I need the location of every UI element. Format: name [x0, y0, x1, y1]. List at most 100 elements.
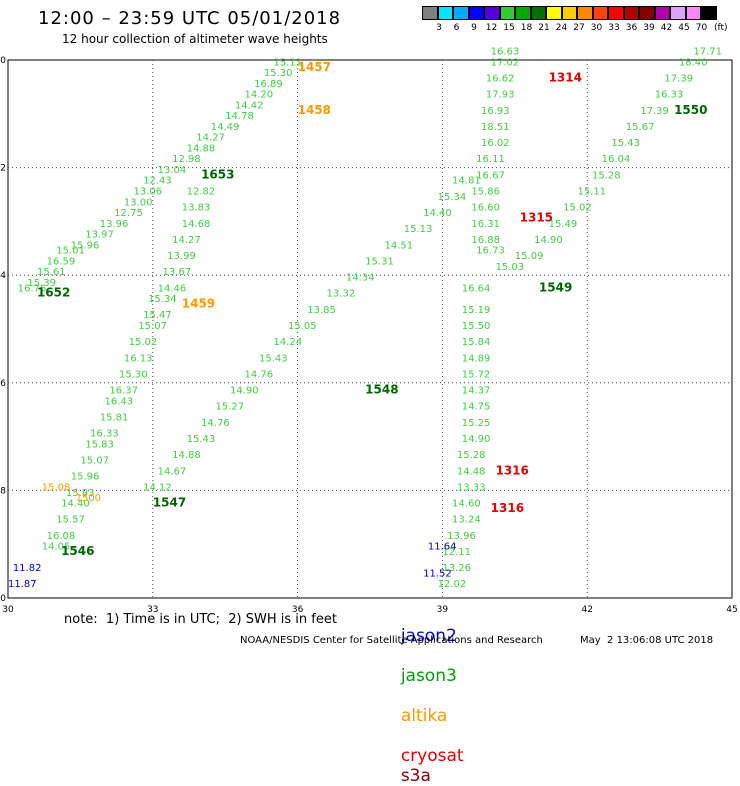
- pass-time-label: 1316: [491, 501, 524, 515]
- wave-height-label: 15.49: [549, 219, 578, 230]
- wave-height-label: 15.02: [129, 337, 158, 348]
- x-tick-label: 36: [292, 605, 304, 615]
- chart-subtitle: 12 hour collection of altimeter wave hei…: [62, 32, 328, 46]
- wave-height-label: 14.78: [225, 111, 254, 122]
- wave-height-label: 15.43: [259, 353, 288, 364]
- wave-height-label: 17.93: [486, 90, 515, 101]
- wave-height-label: 14.12: [143, 482, 172, 493]
- wave-height-label: 16.04: [602, 154, 631, 165]
- wave-height-label: 16.64: [462, 283, 491, 294]
- wave-height-label: 16.63: [491, 47, 520, 58]
- wave-height-label: 13.04: [158, 165, 187, 176]
- wave-height-label: 14.90: [534, 235, 563, 246]
- wave-height-label: 12.82: [187, 187, 216, 198]
- wave-height-label: 16.13: [124, 353, 153, 364]
- wave-height-label: 14.20: [245, 90, 274, 101]
- wave-height-label: 15.09: [515, 251, 544, 262]
- wave-height-label: 12.98: [172, 154, 201, 165]
- wave-height-label: 14.76: [245, 369, 274, 380]
- legend-label: 21: [538, 23, 550, 33]
- wave-height-label: 14.51: [384, 240, 413, 251]
- legend-swatch: [670, 6, 686, 20]
- legend-swatch: [453, 6, 469, 20]
- wave-height-label: 16.73: [476, 246, 505, 257]
- wave-height-label: 11.87: [8, 579, 37, 590]
- wave-height-label: 14.68: [182, 219, 211, 230]
- y-tick-label: -60: [0, 594, 6, 604]
- legend-swatch: [685, 6, 701, 20]
- wave-height-label: 16.88: [471, 235, 500, 246]
- wave-height-label: 15.83: [85, 439, 114, 450]
- pass-time-label: 1315: [520, 210, 553, 224]
- wave-height-label: 15.08: [42, 482, 71, 493]
- wave-height-label: 14.40: [61, 499, 90, 510]
- wave-height-label: 12.11: [442, 547, 471, 558]
- wave-height-label: 15.72: [462, 369, 491, 380]
- wave-height-label: 14.76: [201, 418, 230, 429]
- legend-label: 18: [520, 23, 533, 33]
- plot-frame: [7, 59, 733, 599]
- y-tick-label: -54: [0, 271, 6, 281]
- wave-height-label: 15.30: [264, 68, 293, 79]
- wave-height-label: 14.27: [196, 133, 225, 144]
- wave-height-label: 12.43: [143, 176, 172, 187]
- y-tick-label: -50: [0, 56, 6, 66]
- wave-height-label: 16.60: [471, 203, 500, 214]
- wave-height-label: 11.64: [428, 542, 457, 553]
- wave-height-label: 14.88: [172, 450, 201, 461]
- wave-height-label: 14.89: [462, 353, 491, 364]
- wave-height-label: 17.71: [693, 47, 722, 58]
- wave-height-label: 13.26: [442, 563, 471, 574]
- legend-swatch: [608, 6, 624, 20]
- sat-altika: altika: [400, 706, 448, 726]
- x-tick-label: 45: [726, 605, 737, 615]
- wave-height-label: 13.67: [162, 267, 191, 278]
- wave-height-label: 15.34: [148, 294, 177, 305]
- legend-swatch: [592, 6, 608, 20]
- legend-label: 45: [678, 23, 690, 33]
- pass-time-label: 1458: [298, 103, 331, 117]
- wave-height-label: 16.37: [109, 386, 138, 397]
- timestamp: May 2 13:06:08 UTC 2018: [580, 635, 714, 646]
- wave-height-label: 16.02: [481, 138, 510, 149]
- legend-label: 42: [660, 23, 673, 33]
- pass-time-label: 1547: [153, 496, 186, 510]
- pass-time-label: 1316: [495, 463, 528, 477]
- legend-swatch: [654, 6, 670, 20]
- wave-height-label: 15.39: [27, 278, 56, 289]
- pass-time-label: 1652: [37, 286, 70, 300]
- x-tick-label: 39: [437, 605, 449, 615]
- credit-line: NOAA/NESDIS Center for Satellite Applica…: [240, 635, 543, 646]
- x-tick-label: 42: [581, 605, 592, 615]
- wave-height-label: 13.85: [307, 305, 336, 316]
- wave-height-label: 15.02: [563, 203, 592, 214]
- wave-height-label: 15.43: [611, 138, 640, 149]
- wave-height-label: 15.96: [71, 240, 100, 251]
- wave-height-label: 16.76: [18, 283, 47, 294]
- wave-height-label: 16.59: [47, 256, 76, 267]
- wave-height-label: 17.39: [664, 74, 693, 85]
- legend-label: 39: [643, 23, 655, 33]
- chart-title: 12:00 – 23:59 UTC 05/01/2018: [38, 8, 342, 29]
- wave-height-label: 15.43: [187, 434, 216, 445]
- legend-label: 27: [573, 23, 585, 33]
- wave-height-label: 15.34: [438, 192, 467, 203]
- wave-height-label: 17.39: [640, 106, 669, 117]
- wave-height-label: 15.50: [462, 321, 491, 332]
- wave-height-label: 15.11: [578, 187, 607, 198]
- wave-height-label: 14.90: [230, 386, 259, 397]
- wave-height-label: 13.06: [133, 187, 162, 198]
- wave-height-label: 15.19: [462, 305, 491, 316]
- footnote: note: 1) Time is in UTC; 2) SWH is in fe…: [64, 612, 337, 627]
- wave-height-label: 15.01: [56, 246, 85, 257]
- wave-height-label: 15.28: [592, 170, 621, 181]
- wave-height-label: 14.40: [423, 208, 452, 219]
- wave-height-label: 14.67: [158, 466, 187, 477]
- legend-label: 6: [453, 23, 460, 33]
- wave-height-label: 17.02: [491, 57, 520, 68]
- wave-height-label: 16.31: [471, 219, 500, 230]
- wave-height-label: 15.86: [471, 187, 500, 198]
- wave-height-label: 14.81: [452, 176, 481, 187]
- pass-time-label: 1549: [539, 280, 572, 294]
- y-tick-label: -52: [0, 164, 6, 174]
